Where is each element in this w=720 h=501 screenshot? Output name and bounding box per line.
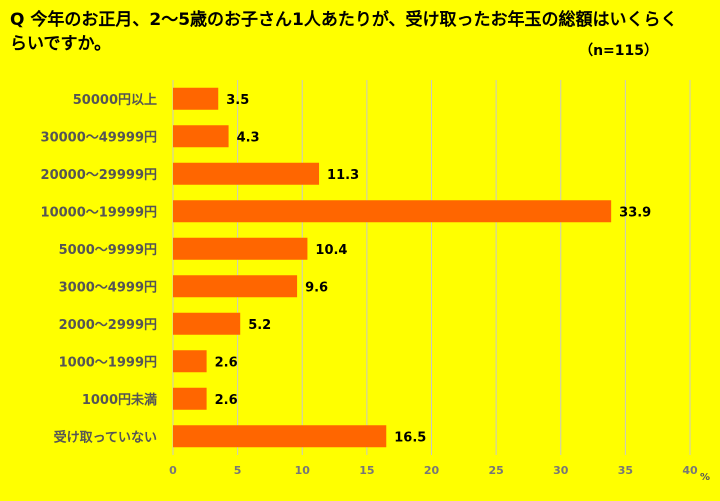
x-tick-label: 15 xyxy=(359,464,374,477)
data-label: 10.4 xyxy=(315,243,347,258)
bar xyxy=(173,275,298,298)
data-label: 11.3 xyxy=(327,168,359,183)
x-unit-label: % xyxy=(700,472,710,483)
x-tick-label: 0 xyxy=(169,464,177,477)
x-tick-label: 20 xyxy=(424,464,440,477)
bar xyxy=(173,200,612,223)
bar xyxy=(173,387,207,410)
data-label: 5.2 xyxy=(248,318,271,333)
data-label: 16.5 xyxy=(394,430,426,445)
category-label: 10000〜19999円 xyxy=(41,205,157,220)
category-label: 20000〜29999円 xyxy=(41,168,157,183)
category-label: 受け取っていない xyxy=(54,429,157,445)
data-label: 9.6 xyxy=(305,280,328,295)
data-label: 4.3 xyxy=(237,130,260,145)
x-tick-label: 10 xyxy=(295,464,311,477)
x-tick-label: 30 xyxy=(553,464,569,477)
x-tick-label: 5 xyxy=(234,464,242,477)
bar xyxy=(173,87,219,110)
bar xyxy=(173,425,387,448)
bar xyxy=(173,350,207,373)
data-label: 33.9 xyxy=(619,205,651,220)
data-label: 2.6 xyxy=(215,393,238,408)
category-label: 50000円以上 xyxy=(73,93,157,108)
bar xyxy=(173,125,229,148)
sample-size-label: （n=115） xyxy=(579,43,658,59)
bar xyxy=(173,162,320,185)
category-label: 5000〜9999円 xyxy=(59,243,157,258)
category-label: 3000〜4999円 xyxy=(59,280,157,295)
category-label: 30000〜49999円 xyxy=(41,130,157,145)
bar xyxy=(173,312,241,335)
x-tick-label: 25 xyxy=(488,464,503,477)
category-label: 2000〜2999円 xyxy=(59,318,157,333)
bar xyxy=(173,237,308,260)
data-label: 3.5 xyxy=(226,93,249,108)
category-label: 1000〜1999円 xyxy=(59,355,157,370)
x-tick-label: 35 xyxy=(618,464,633,477)
data-label: 2.6 xyxy=(215,355,238,370)
chart-title: Q 今年のお正月、2〜5歳のお子さん1人あたりが、受け取ったお年玉の総額はいくら… xyxy=(10,10,678,54)
x-tick-label: 40 xyxy=(682,464,698,477)
category-label: 1000円未満 xyxy=(82,392,157,408)
